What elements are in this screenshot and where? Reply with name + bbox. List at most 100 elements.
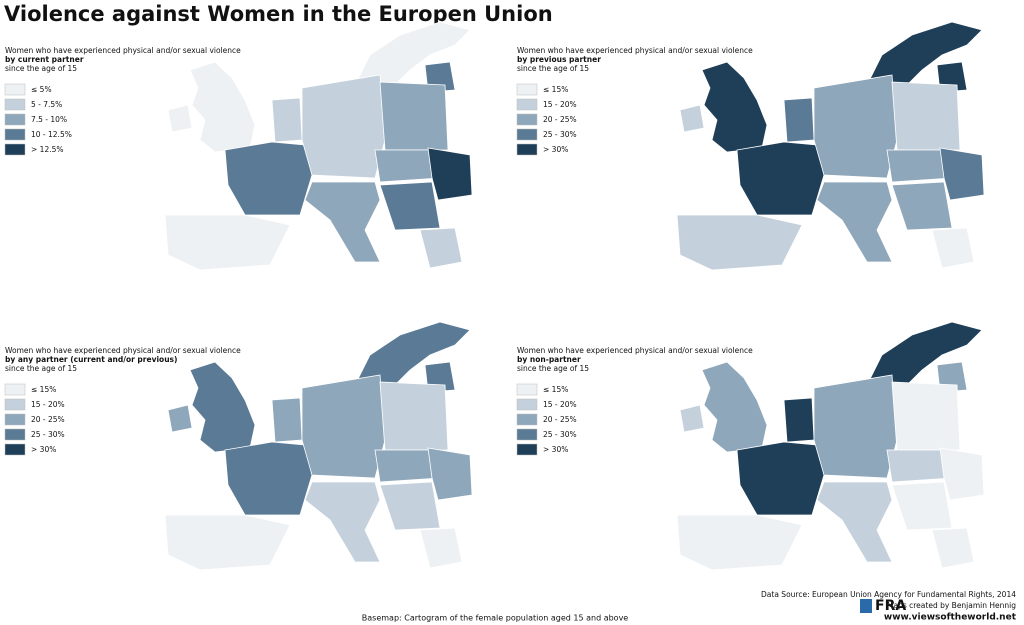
country xyxy=(427,447,473,501)
country xyxy=(891,81,961,151)
country xyxy=(736,441,825,516)
legend-label: 20 - 25% xyxy=(543,415,577,424)
country xyxy=(931,527,975,569)
legend-label: ≤ 15% xyxy=(31,385,56,394)
legend-subtitle: by current partner xyxy=(5,55,84,64)
legend-swatch xyxy=(4,398,26,411)
country xyxy=(701,361,768,453)
country xyxy=(816,181,893,263)
legend-label: 7.5 - 10% xyxy=(31,115,67,124)
legend-swatch xyxy=(516,413,538,426)
country xyxy=(931,227,975,269)
legend-swatch xyxy=(516,143,538,156)
country xyxy=(271,397,303,443)
legend-label: 10 - 12.5% xyxy=(31,130,72,139)
country xyxy=(676,214,803,271)
country xyxy=(304,481,381,563)
legend-note: since the age of 15 xyxy=(5,364,77,373)
legend-label: 20 - 25% xyxy=(31,415,65,424)
country xyxy=(304,181,381,263)
country xyxy=(891,381,961,451)
map-panel: Women who have experienced physical and/… xyxy=(4,21,473,271)
legend-label: 25 - 30% xyxy=(543,430,577,439)
map-panel: Women who have experienced physical and/… xyxy=(516,21,985,271)
country xyxy=(167,404,193,433)
country xyxy=(891,481,953,531)
basemap-note: Basemap: Cartogram of the female populat… xyxy=(362,614,629,623)
country xyxy=(224,441,313,516)
map-panel: Women who have experienced physical and/… xyxy=(4,321,473,571)
country xyxy=(736,141,825,216)
legend-label: ≤ 5% xyxy=(31,85,52,94)
legend-swatch xyxy=(516,98,538,111)
logo: FRA xyxy=(875,598,906,614)
legend-note: since the age of 15 xyxy=(517,364,589,373)
country xyxy=(164,214,291,271)
legend-label: 15 - 20% xyxy=(543,400,577,409)
country xyxy=(939,147,985,201)
legend-swatch xyxy=(4,383,26,396)
legend-swatch xyxy=(4,428,26,441)
legend-label: > 30% xyxy=(31,445,56,454)
logo-mark xyxy=(860,599,872,613)
legend-subtitle: by previous partner xyxy=(517,55,601,64)
legend-note: since the age of 15 xyxy=(517,64,589,73)
legend-swatch xyxy=(4,128,26,141)
legend-label: 20 - 25% xyxy=(543,115,577,124)
country xyxy=(379,381,449,451)
source: Data Source: European Union Agency for F… xyxy=(761,590,1016,599)
legend-swatch xyxy=(516,128,538,141)
country xyxy=(676,514,803,571)
country xyxy=(701,61,768,153)
legend-subtitle: by non-partner xyxy=(517,355,581,364)
country xyxy=(813,74,898,179)
country xyxy=(301,374,386,479)
legend-subtitle: by any partner (current and/or previous) xyxy=(5,355,177,364)
credit: Maps created by Benjamin Hennig xyxy=(887,601,1016,610)
country xyxy=(891,181,953,231)
country xyxy=(813,374,898,479)
legend-swatch xyxy=(4,113,26,126)
country xyxy=(379,181,441,231)
country xyxy=(679,104,705,133)
legend-swatch xyxy=(516,383,538,396)
country xyxy=(189,361,256,453)
country xyxy=(167,104,193,133)
legend-label: > 30% xyxy=(543,445,568,454)
legend-label: ≤ 15% xyxy=(543,85,568,94)
country xyxy=(679,404,705,433)
country xyxy=(379,481,441,531)
country xyxy=(419,227,463,269)
map-panel: Women who have experienced physical and/… xyxy=(516,321,985,571)
country xyxy=(224,141,313,216)
country xyxy=(783,397,815,443)
legend-swatch xyxy=(516,428,538,441)
country xyxy=(164,514,291,571)
legend-title: Women who have experienced physical and/… xyxy=(517,346,753,355)
legend-swatch xyxy=(516,113,538,126)
legend-swatch xyxy=(516,443,538,456)
country xyxy=(419,527,463,569)
country xyxy=(271,97,303,143)
country xyxy=(783,97,815,143)
country xyxy=(301,74,386,179)
legend-label: 15 - 20% xyxy=(31,400,65,409)
legend-label: 5 - 7.5% xyxy=(31,100,62,109)
country xyxy=(939,447,985,501)
legend-title: Women who have experienced physical and/… xyxy=(517,46,753,55)
legend-label: 25 - 30% xyxy=(31,430,65,439)
legend-swatch xyxy=(4,98,26,111)
country xyxy=(427,147,473,201)
legend-swatch xyxy=(516,83,538,96)
legend-title: Women who have experienced physical and/… xyxy=(5,346,241,355)
legend-label: > 12.5% xyxy=(31,145,64,154)
country xyxy=(379,81,449,151)
website: www.viewsoftheworld.net xyxy=(884,613,1017,623)
legend-swatch xyxy=(4,143,26,156)
legend-swatch xyxy=(4,413,26,426)
legend-title: Women who have experienced physical and/… xyxy=(5,46,241,55)
legend-swatch xyxy=(516,398,538,411)
title: Violence against Women in the Europen Un… xyxy=(4,2,553,26)
